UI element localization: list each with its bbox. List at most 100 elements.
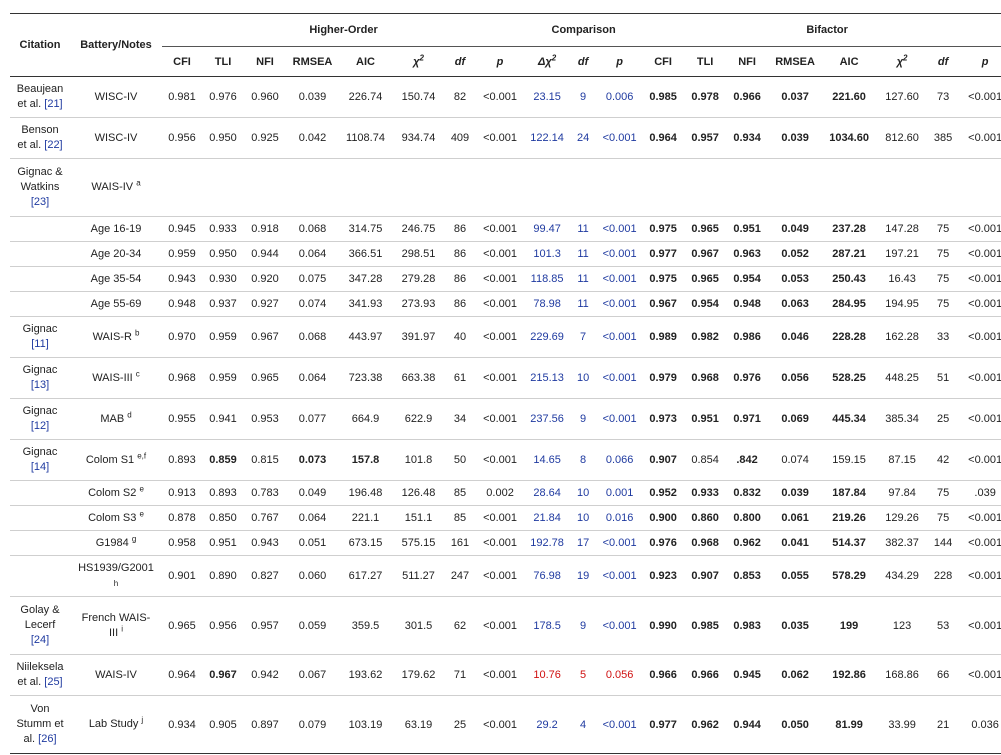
value-cell: 23.15 — [525, 76, 570, 118]
battery-name: French WAIS- — [81, 611, 151, 624]
value-cell: 168.86 — [876, 654, 929, 696]
value-cell — [286, 158, 339, 217]
value-cell: 78.98 — [525, 291, 570, 317]
col-header-rmsea: RMSEA — [286, 46, 339, 77]
table-row: G1984 g 0.958 0.951 0.943 0.051 673.15 575.15 1… — [10, 530, 1001, 556]
citation-reference-link[interactable]: [25] — [44, 676, 63, 688]
citation-cell — [10, 480, 70, 506]
value-cell: 0.962 — [726, 530, 769, 556]
table-row: Age 55-69 0.948 0.937 0.927 0.074 341.93 273.9… — [10, 291, 1001, 317]
value-cell: 0.942 — [244, 654, 286, 696]
value-cell: 0.783 — [244, 480, 286, 506]
col-header-bifactor-p: p — [958, 46, 1001, 77]
value-cell: 0.945 — [726, 654, 769, 696]
value-cell: 0.905 — [202, 695, 244, 754]
citation-reference-link[interactable]: [22] — [44, 139, 63, 151]
value-cell: 237.56 — [525, 398, 570, 440]
value-cell: 127.60 — [876, 76, 929, 118]
citation-cell — [10, 530, 70, 556]
citation-cell — [10, 241, 70, 267]
value-cell: 86 — [445, 291, 475, 317]
value-cell — [162, 158, 202, 217]
value-cell: 40 — [445, 316, 475, 358]
value-cell: 0.945 — [162, 216, 202, 242]
value-cell: <0.001 — [475, 695, 526, 754]
value-cell: 298.51 — [392, 241, 445, 267]
value-cell: <0.001 — [597, 596, 643, 655]
value-cell: 622.9 — [392, 398, 445, 440]
battery-footnote-marker: g — [131, 533, 137, 543]
value-cell: 0.016 — [597, 505, 643, 531]
battery-footnote-marker: d — [127, 409, 132, 419]
value-cell: <0.001 — [597, 216, 643, 242]
value-cell: <0.001 — [597, 241, 643, 267]
value-cell: 101.8 — [392, 439, 445, 481]
citation-cell: Golay & Lecerf [24] — [10, 596, 70, 655]
value-cell: 0.800 — [726, 505, 769, 531]
value-cell: 221.60 — [822, 76, 877, 118]
value-cell: 87.15 — [876, 439, 929, 481]
value-cell: 0.046 — [768, 316, 823, 358]
value-cell: 0.965 — [162, 596, 202, 655]
value-cell: <0.001 — [475, 398, 526, 440]
citation-reference-link[interactable]: [26] — [38, 733, 57, 745]
value-cell: 33 — [928, 316, 959, 358]
value-cell: 71 — [445, 654, 475, 696]
value-cell — [525, 158, 570, 217]
value-cell: 25 — [445, 695, 475, 754]
col-header-comparison-df-text: df — [577, 55, 589, 68]
value-cell: 144 — [928, 530, 959, 556]
citation-reference-link[interactable]: [14] — [30, 461, 50, 473]
col-header-tli-text: TLI — [214, 55, 232, 68]
value-cell: 0.049 — [768, 216, 823, 242]
battery-cell: Colom S2 e — [70, 480, 162, 506]
fit-statistics-table: Citation Battery/Notes Higher-Order Comp… — [10, 13, 1001, 754]
value-cell: 229.69 — [525, 316, 570, 358]
value-cell: 25 — [928, 398, 959, 440]
value-cell: 0.941 — [202, 398, 244, 440]
value-cell: 0.051 — [286, 530, 339, 556]
battery-name: MAB — [100, 412, 128, 425]
value-cell: 0.968 — [684, 530, 727, 556]
value-cell: 0.827 — [244, 555, 286, 597]
citation-cell: Gignac [12] — [10, 398, 70, 440]
value-cell: 0.050 — [768, 695, 823, 754]
citation-reference-link[interactable]: [13] — [30, 379, 50, 391]
citation-reference-link[interactable]: [11] — [31, 338, 49, 350]
value-cell: 19 — [569, 555, 598, 597]
value-cell: 194.95 — [876, 291, 929, 317]
value-cell — [475, 158, 526, 217]
value-cell: 0.976 — [726, 357, 769, 399]
citation-reference-link[interactable]: [12] — [30, 420, 50, 432]
battery-cell: WISC-IV — [70, 76, 162, 118]
value-cell: 21.84 — [525, 505, 570, 531]
value-cell: 0.979 — [642, 357, 685, 399]
value-cell: 5 — [569, 654, 598, 696]
value-cell: <0.001 — [597, 530, 643, 556]
value-cell: 301.5 — [392, 596, 445, 655]
value-cell: 617.27 — [339, 555, 392, 597]
value-cell: 0.890 — [202, 555, 244, 597]
value-cell: 0.061 — [768, 505, 823, 531]
value-cell: <0.001 — [597, 316, 643, 358]
battery-footnote-marker: j — [141, 715, 144, 725]
value-cell: 247 — [445, 555, 475, 597]
value-cell: 0.077 — [286, 398, 339, 440]
citation-reference-link[interactable]: [21] — [44, 98, 63, 110]
col-header-delta-chi2-superscript: 2 — [551, 52, 557, 62]
value-cell: <0.001 — [597, 266, 643, 292]
value-cell: 0.960 — [244, 76, 286, 118]
value-cell: 61 — [445, 357, 475, 399]
col-header-battery: Battery/Notes — [70, 13, 162, 77]
value-cell: 178.5 — [525, 596, 570, 655]
battery-cell: HS1939/G2001 h — [70, 555, 162, 597]
value-cell: 122.14 — [525, 117, 570, 159]
table-row: Golay & Lecerf [24] French WAIS- III i 0.965 0… — [10, 596, 1001, 655]
value-cell: 75 — [928, 505, 959, 531]
value-cell: 511.27 — [392, 555, 445, 597]
citation-text: et al. — [17, 139, 45, 151]
value-cell: 0.944 — [726, 695, 769, 754]
group-header-higher-order: Higher-Order — [162, 13, 526, 47]
value-cell: <0.001 — [475, 241, 526, 267]
value-cell: 0.039 — [768, 117, 823, 159]
